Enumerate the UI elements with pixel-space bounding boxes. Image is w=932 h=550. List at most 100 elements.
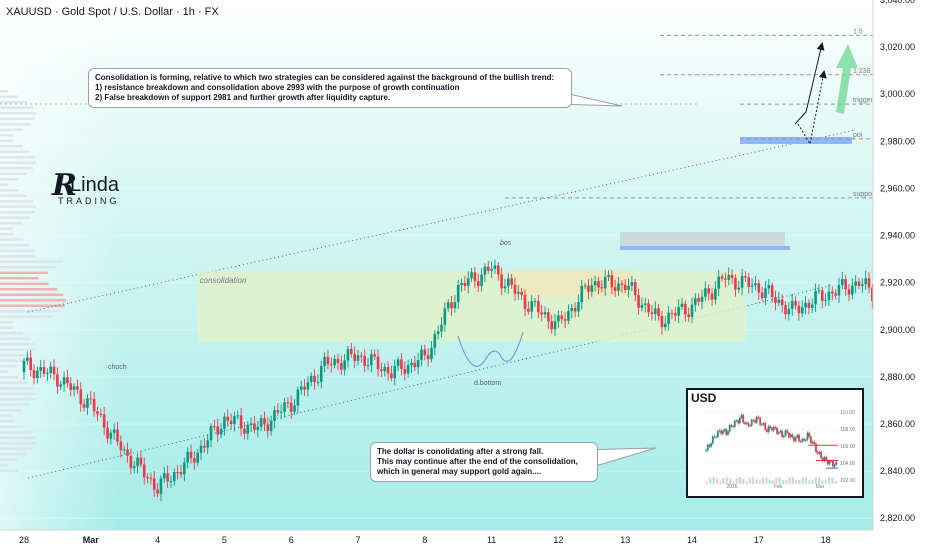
candle-body — [346, 349, 350, 361]
inset-volume-bar — [831, 477, 834, 484]
candle-body — [319, 365, 323, 382]
usd-inset[interactable]: USD 110.00 108.00 106.00 104.00 102.00 2025 Fe… — [686, 388, 864, 498]
volume-profile-bar — [0, 227, 13, 230]
inset-candle-body — [772, 426, 775, 431]
candle-body — [142, 464, 146, 478]
x-tick-label: 14 — [687, 535, 697, 545]
candle-body — [657, 308, 660, 317]
volume-profile-bar — [0, 216, 31, 219]
x-axis[interactable]: 28 Mar 4 5 6 7 8 11 12 13 14 17 18 — [0, 529, 873, 550]
inset-candle-body — [711, 436, 714, 444]
inset-candle-body — [835, 461, 838, 465]
candle-body — [804, 302, 807, 308]
volume-profile-bar — [0, 244, 31, 247]
inset-candle-body — [794, 437, 797, 442]
candle-body — [256, 426, 260, 430]
candle-body — [426, 355, 430, 360]
annotation-bos: bos — [500, 240, 512, 247]
inset-candle-body — [708, 444, 711, 447]
inset-candle-body — [815, 443, 817, 452]
volume-profile-bar — [0, 101, 27, 104]
x-tick-label: 17 — [754, 535, 764, 545]
level-name: support — [853, 191, 876, 198]
candle-body — [720, 276, 724, 279]
x-tick-label: 13 — [620, 535, 630, 545]
inset-candle-body — [830, 460, 833, 462]
candle-body — [186, 451, 189, 463]
volume-profile-bar — [0, 178, 18, 181]
candle-body — [543, 312, 547, 315]
inset-candle-body — [740, 414, 743, 418]
candle-body — [380, 369, 383, 372]
candle-body — [573, 307, 577, 312]
candle-body — [864, 278, 867, 285]
inset-candle-body — [767, 426, 770, 432]
note-top: Consolidation is forming, relative to wh… — [88, 68, 572, 108]
y-tick-label: 2,980.00 — [880, 136, 915, 146]
inset-candle-body — [832, 460, 834, 467]
candle-body — [830, 291, 834, 294]
watermark-logo: R Linda TRADING — [52, 168, 142, 212]
candle-body — [463, 282, 467, 287]
inset-volume-bar — [725, 477, 728, 484]
annotation-choch: choch — [108, 364, 127, 371]
inset-volume-bar — [768, 479, 771, 484]
y-axis[interactable]: 2,820.00 2,840.00 2,860.00 2,880.00 2,900.00… — [872, 0, 932, 550]
inset-candle-body — [764, 423, 767, 430]
volume-profile-bar — [0, 211, 35, 214]
candle-body — [72, 386, 76, 390]
volume-profile-bar — [0, 304, 65, 307]
candle-body — [36, 370, 39, 379]
inset-volume-bar — [785, 480, 788, 484]
candle-body — [697, 298, 700, 302]
candle-body — [52, 366, 56, 375]
annotation-d-bottom: d.bottom — [474, 380, 501, 387]
inset-candle-body — [727, 431, 729, 435]
inset-candle-body — [752, 419, 755, 421]
candle-body — [333, 358, 336, 366]
inset-candle-body — [789, 434, 792, 438]
volume-profile-bar — [0, 271, 48, 274]
candle-body — [717, 276, 721, 289]
inset-candle-body — [738, 417, 741, 424]
inset-y-tick: 108.00 — [840, 427, 856, 433]
candle-body — [343, 360, 346, 370]
candle-body — [279, 411, 283, 413]
note-bottom-line: which in general may support gold again.… — [377, 467, 542, 476]
inset-volume-bar — [732, 481, 735, 484]
candle-body — [827, 291, 831, 300]
candle-body — [373, 354, 376, 357]
y-tick-label: 2,920.00 — [880, 278, 915, 288]
candle-body — [66, 377, 69, 384]
note-top-line: 2) False breakdown of support 2981 and f… — [95, 93, 391, 102]
candle-body — [617, 283, 620, 291]
inset-candle-body — [716, 431, 719, 437]
candle-body — [46, 372, 49, 374]
inset-volume-bar — [818, 477, 821, 484]
candle-body — [480, 274, 483, 287]
candle-body — [299, 386, 303, 390]
inset-volume-bar — [735, 478, 738, 484]
candle-body — [129, 455, 133, 469]
candle-body — [557, 315, 560, 322]
candle-body — [670, 312, 674, 314]
candle-body — [139, 457, 143, 465]
inset-volume-bar — [814, 477, 817, 484]
zones: consolidationconsolidation — [197, 137, 852, 342]
candle-body — [306, 382, 310, 390]
candle-body — [316, 381, 320, 383]
candle-body — [62, 377, 66, 385]
candle-body — [403, 369, 407, 374]
double-bottom-curve — [457, 331, 524, 367]
candle-body — [393, 366, 397, 379]
candle-body — [106, 427, 109, 439]
inset-x-tick: 2025 — [726, 484, 737, 490]
candle-body — [750, 285, 754, 287]
candle-body — [533, 301, 537, 303]
inset-candle-body — [730, 425, 733, 427]
candle-body — [694, 298, 697, 305]
candle-body — [647, 303, 650, 313]
volume-profile-bar — [0, 365, 18, 368]
inset-y-tick: 102.00 — [840, 478, 856, 484]
candle-body — [276, 410, 280, 413]
